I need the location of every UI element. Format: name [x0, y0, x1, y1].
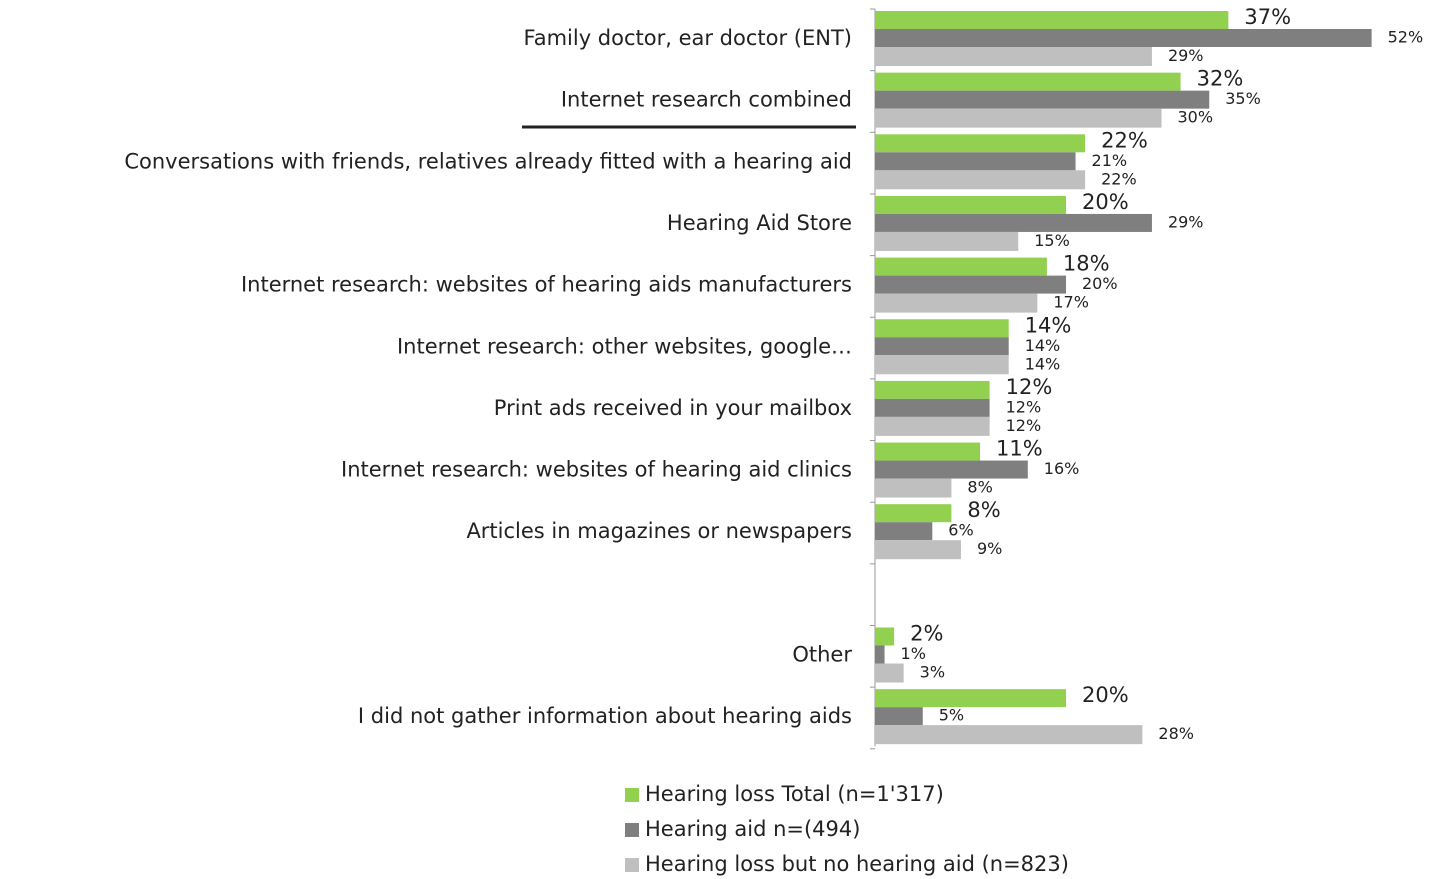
bar — [875, 275, 1066, 294]
data-label: 6% — [948, 521, 973, 540]
bar — [875, 416, 990, 436]
category-label: Hearing Aid Store — [667, 211, 852, 235]
data-label: 12% — [1006, 397, 1042, 416]
data-label: 15% — [1034, 231, 1070, 250]
category-label: Conversations with friends, relatives al… — [124, 149, 852, 173]
category-label: Other — [792, 643, 852, 667]
data-label: 20% — [1082, 274, 1118, 293]
legend-swatch — [625, 788, 639, 802]
bar — [875, 627, 895, 646]
category-label: Family doctor, ear doctor (ENT) — [524, 26, 852, 50]
bar — [875, 478, 952, 498]
bar — [875, 663, 904, 683]
data-label: 20% — [1082, 190, 1129, 214]
bar — [875, 398, 990, 417]
bar — [875, 522, 933, 541]
data-label: 14% — [1025, 336, 1061, 355]
data-label: 18% — [1063, 252, 1110, 276]
data-label: 22% — [1101, 128, 1148, 152]
data-label: 29% — [1168, 212, 1204, 231]
data-label: 37% — [1244, 5, 1291, 29]
bar — [875, 29, 1372, 47]
legend-label: Hearing aid n=(494) — [645, 817, 860, 841]
bar — [875, 725, 1143, 745]
bar — [875, 152, 1076, 171]
data-label: 21% — [1092, 151, 1128, 170]
data-label: 28% — [1158, 724, 1194, 743]
legend-label: Hearing loss Total (n=1'317) — [645, 782, 944, 806]
category-label: I did not gather information about heari… — [358, 704, 852, 728]
bar — [875, 170, 1086, 190]
bar — [875, 319, 1009, 338]
data-label: 8% — [967, 478, 992, 497]
data-label: 16% — [1044, 459, 1080, 478]
bar — [875, 293, 1038, 313]
bar — [875, 108, 1162, 128]
bar — [875, 213, 1152, 232]
bar — [875, 645, 885, 664]
category-label: Internet research: other websites, googl… — [397, 334, 852, 358]
data-label: 35% — [1225, 89, 1261, 108]
data-label: 1% — [901, 644, 926, 663]
category-label: Print ads received in your mailbox — [494, 396, 852, 420]
data-label: 29% — [1168, 46, 1204, 65]
data-label: 9% — [977, 539, 1002, 558]
bar — [875, 380, 990, 399]
bar — [875, 90, 1210, 109]
data-label: 32% — [1197, 67, 1244, 91]
bar — [875, 47, 1152, 66]
data-label: 12% — [1006, 416, 1042, 435]
bar — [875, 195, 1066, 214]
bar — [875, 707, 923, 726]
legend-swatch — [625, 823, 639, 837]
data-label: 20% — [1082, 683, 1129, 707]
data-label: 8% — [967, 498, 1000, 522]
category-label: Articles in magazines or newspapers — [466, 519, 852, 543]
data-label: 52% — [1388, 28, 1424, 47]
data-label: 3% — [920, 663, 945, 682]
bar — [875, 337, 1009, 356]
bar — [875, 11, 1229, 29]
bar — [875, 689, 1066, 708]
legend-swatch — [625, 858, 639, 872]
bar — [875, 504, 952, 523]
data-label: 11% — [996, 437, 1043, 461]
data-label: 22% — [1101, 169, 1137, 188]
bar — [875, 134, 1086, 153]
data-label: 5% — [939, 706, 964, 725]
bar — [875, 257, 1047, 276]
legend-label: Hearing loss but no hearing aid (n=823) — [645, 852, 1069, 876]
bar — [875, 72, 1181, 91]
bar — [875, 442, 981, 461]
category-label: Internet research: websites of hearing a… — [341, 458, 852, 482]
bar — [875, 460, 1028, 479]
bar — [875, 231, 1019, 251]
category-label: Internet research combined — [561, 88, 852, 112]
data-label: 14% — [1025, 313, 1072, 337]
bar — [875, 540, 961, 560]
data-label: 12% — [1006, 375, 1053, 399]
data-label: 17% — [1053, 293, 1089, 312]
data-label: 2% — [910, 622, 943, 646]
data-label: 14% — [1025, 354, 1061, 373]
data-label: 30% — [1178, 108, 1214, 127]
bar — [875, 355, 1009, 375]
category-label: Internet research: websites of hearing a… — [241, 273, 852, 297]
